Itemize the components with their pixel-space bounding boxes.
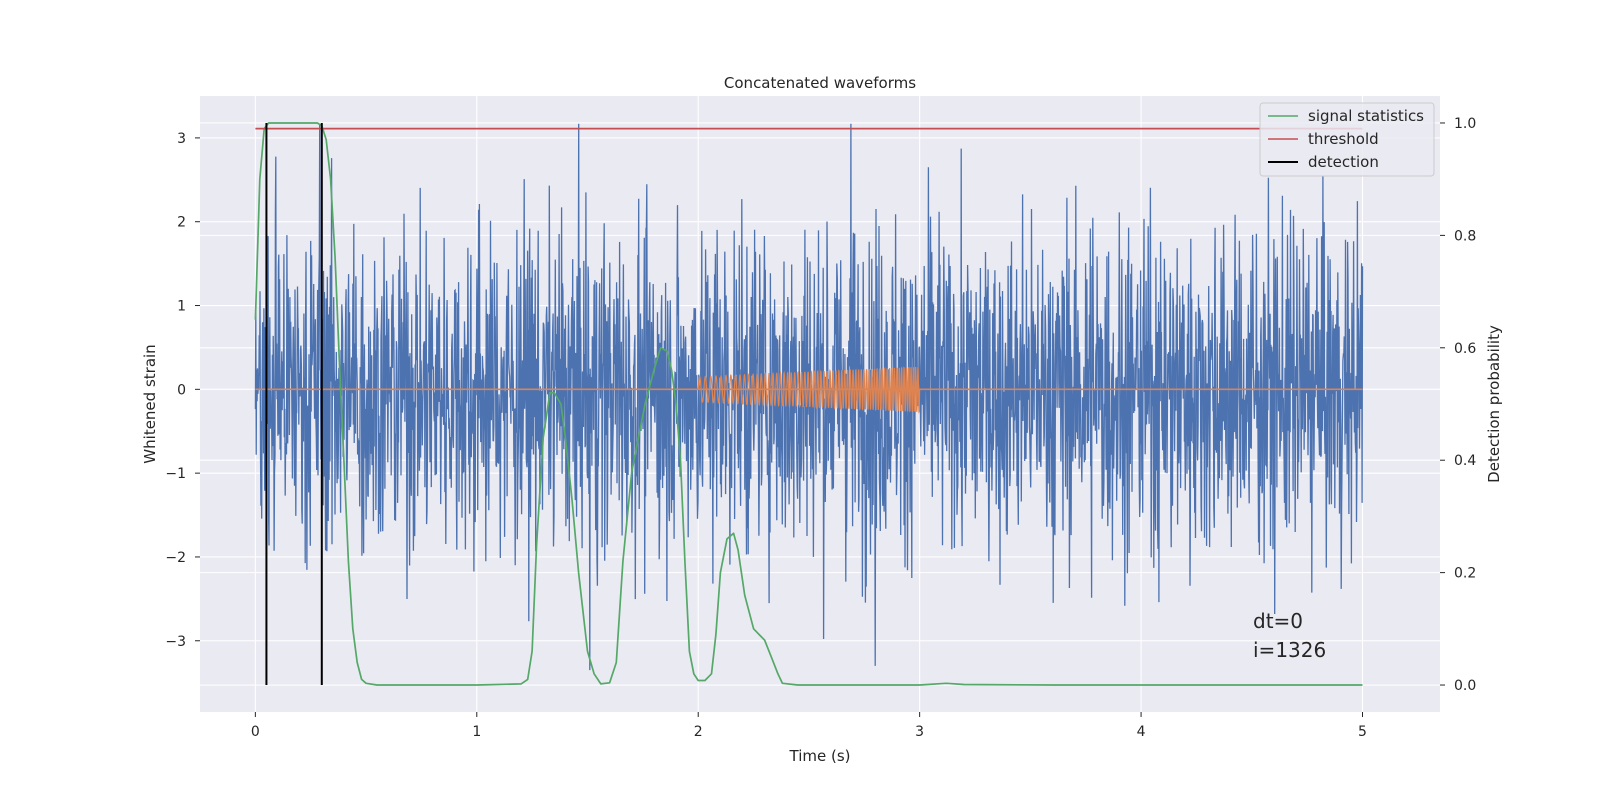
legend-label-signal-statistics: signal statistics — [1308, 107, 1424, 125]
y2-tick-label: 0.2 — [1454, 566, 1476, 582]
legend-frame — [1259, 102, 1435, 177]
y-tick-label: 2 — [177, 215, 186, 231]
y2-tick-label: 0.4 — [1454, 453, 1476, 469]
y2-tick-label: 0.8 — [1454, 228, 1476, 244]
y-axis-label: Whitened strain — [141, 344, 159, 463]
y2-tick-label: 0.6 — [1454, 341, 1476, 357]
y-tick-label: −2 — [165, 550, 186, 566]
chart-title: Concatenated waveforms — [724, 74, 916, 92]
y2-axis-label: Detection probability — [1485, 325, 1503, 483]
x-tick-label: 4 — [1137, 724, 1146, 740]
x-tick-label: 3 — [915, 724, 924, 740]
y-tick-label: 0 — [177, 382, 186, 398]
x-tick-label: 1 — [472, 724, 481, 740]
x-tick-label: 5 — [1358, 724, 1367, 740]
y2-tick-label: 0.0 — [1454, 678, 1476, 694]
signal-statistics-line — [254, 122, 1363, 686]
y-tick-label: −1 — [165, 466, 186, 482]
legend: signal statistics threshold detection — [1259, 102, 1435, 177]
x-axis-label: Time (s) — [789, 747, 851, 765]
y-tick-label: 3 — [177, 131, 186, 147]
injected-chirp-waveform — [697, 366, 921, 414]
annotation-dt: dt=0 — [1253, 609, 1303, 633]
y2-tick-label: 1.0 — [1454, 116, 1476, 132]
legend-label-threshold: threshold — [1308, 130, 1379, 148]
tick-layer: 0 1 2 3 4 5 −3 −2 −1 0 1 2 3 0.0 0.2 0.4 0.6 0.8 1.0 — [165, 116, 1476, 740]
strain-noise-line — [254, 123, 1364, 671]
data-layer — [254, 122, 1364, 686]
x-tick-label: 0 — [251, 724, 260, 740]
y-tick-label: 1 — [177, 299, 186, 315]
x-tick-label: 2 — [694, 724, 703, 740]
y-tick-label: −3 — [165, 634, 186, 650]
annotation-i: i=1326 — [1253, 638, 1326, 662]
legend-label-detection: detection — [1308, 153, 1379, 171]
